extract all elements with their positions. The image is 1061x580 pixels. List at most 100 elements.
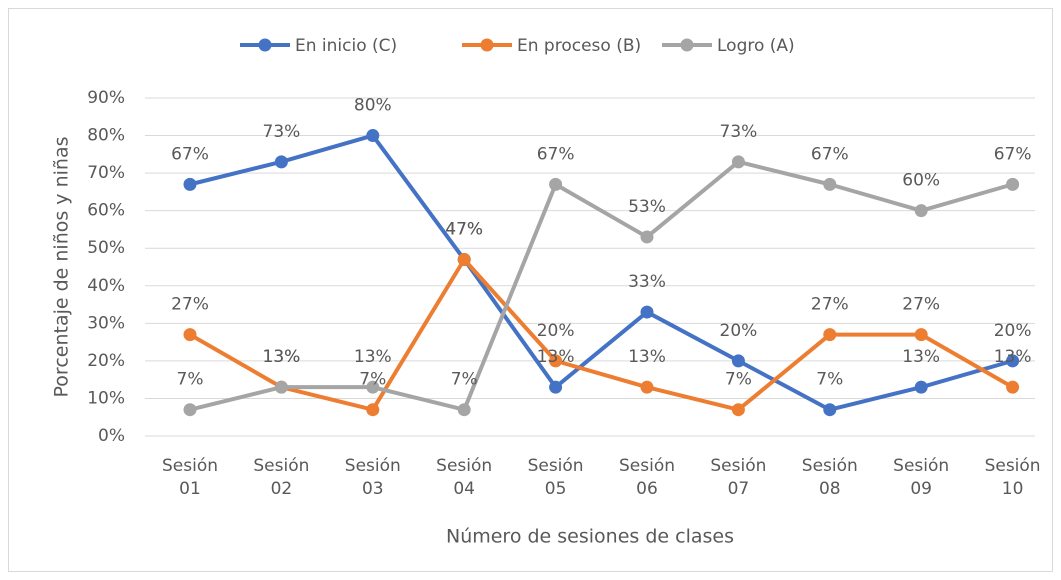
point — [274, 155, 288, 169]
y-tick-label: 80% — [87, 126, 125, 146]
x-tick-label-box: Sesión 02 — [253, 456, 310, 499]
data-label: 47% — [445, 219, 483, 239]
data-label: 27% — [902, 295, 940, 315]
data-label: 20% — [994, 321, 1032, 341]
y-tick-label: 40% — [87, 276, 125, 296]
point — [1006, 177, 1020, 191]
point — [823, 177, 837, 191]
data-label: 20% — [537, 321, 575, 341]
point — [457, 403, 471, 417]
data-label: 20% — [720, 321, 758, 341]
x-tick-label: Sesión 05 — [527, 456, 584, 499]
x-tick-label: Sesión 01 — [161, 456, 218, 499]
legend-label: Logro (A) — [717, 36, 795, 56]
data-label: 67% — [994, 144, 1032, 164]
point — [549, 380, 563, 394]
legend-marker — [680, 38, 694, 52]
x-tick-label-box: Sesión 09 — [893, 456, 950, 499]
x-tick-label-box: Sesión 01 — [161, 456, 218, 499]
point — [549, 177, 563, 191]
data-label: 7% — [451, 370, 478, 390]
chart-frame — [8, 8, 1053, 572]
point — [640, 230, 654, 244]
data-label: 7% — [359, 370, 386, 390]
data-label: 27% — [171, 295, 209, 315]
point — [914, 204, 928, 218]
data-label: 67% — [537, 144, 575, 164]
data-label: 13% — [354, 347, 392, 367]
y-axis-title: Porcentaje de niños y niñas — [51, 137, 73, 398]
point — [731, 403, 745, 417]
y-tick-label: 0% — [98, 426, 125, 446]
y-tick-label: 60% — [87, 201, 125, 221]
point — [549, 354, 563, 368]
legend-marker — [258, 38, 272, 52]
x-axis-title: Número de sesiones de clases — [446, 526, 734, 548]
data-label: 7% — [725, 370, 752, 390]
point — [823, 328, 837, 342]
legend-marker — [480, 38, 494, 52]
point — [457, 252, 471, 266]
data-label: 47% — [445, 219, 483, 239]
y-tick-label: 10% — [87, 388, 125, 408]
data-label: 27% — [811, 295, 849, 315]
y-tick-label: 70% — [87, 163, 125, 183]
x-tick-label: Sesión 03 — [344, 456, 401, 499]
point — [183, 403, 197, 417]
point — [640, 380, 654, 394]
series-line — [189, 159, 1014, 412]
y-tick-label: 30% — [87, 313, 125, 333]
x-tick-label-box: Sesión 10 — [984, 456, 1041, 499]
x-tick-label: Sesión 07 — [710, 456, 767, 499]
data-label: 13% — [263, 347, 301, 367]
data-label: 73% — [720, 122, 758, 142]
x-tick-label: Sesión 02 — [253, 456, 310, 499]
point — [183, 177, 197, 191]
x-tick-label: Sesión 08 — [801, 456, 858, 499]
series-line — [189, 133, 1014, 412]
point — [1006, 354, 1020, 368]
data-label: 13% — [994, 347, 1032, 367]
point — [731, 354, 745, 368]
x-tick-label-box: Sesión 08 — [801, 456, 858, 499]
x-tick-label: Sesión 04 — [436, 456, 493, 499]
point — [1006, 380, 1020, 394]
data-label: 13% — [902, 347, 940, 367]
data-label: 60% — [902, 171, 940, 191]
y-tick-label: 50% — [87, 238, 125, 258]
x-tick-label: Sesión 06 — [618, 456, 675, 499]
point — [366, 129, 380, 143]
data-label: 13% — [537, 347, 575, 367]
data-label: 53% — [628, 197, 666, 217]
data-label: 13% — [628, 347, 666, 367]
data-label: 13% — [263, 347, 301, 367]
point — [640, 305, 654, 319]
point — [366, 403, 380, 417]
y-tick-label: 90% — [87, 88, 125, 108]
data-label: 7% — [177, 370, 204, 390]
data-label: 73% — [263, 122, 301, 142]
point — [183, 328, 197, 342]
data-label: 7% — [816, 370, 843, 390]
x-tick-label-box: Sesión 06 — [618, 456, 675, 499]
legend-label: En inicio (C) — [295, 36, 397, 56]
y-tick-label: 20% — [87, 351, 125, 371]
point — [823, 403, 837, 417]
point — [366, 380, 380, 394]
x-tick-label-box: Sesión 05 — [527, 456, 584, 499]
x-tick-label: Sesión 09 — [893, 456, 950, 499]
point — [914, 380, 928, 394]
data-label: 67% — [171, 144, 209, 164]
point — [274, 380, 288, 394]
series-line — [189, 257, 1014, 412]
x-tick-label: Sesión 10 — [984, 456, 1041, 499]
x-tick-label-box: Sesión 07 — [710, 456, 767, 499]
data-label: 67% — [811, 144, 849, 164]
x-tick-label-box: Sesión 04 — [436, 456, 493, 499]
data-label: 80% — [354, 96, 392, 116]
legend-label: En proceso (B) — [517, 36, 641, 56]
data-label: 33% — [628, 272, 666, 292]
x-tick-label-box: Sesión 03 — [344, 456, 401, 499]
point — [731, 155, 745, 169]
point — [914, 328, 928, 342]
